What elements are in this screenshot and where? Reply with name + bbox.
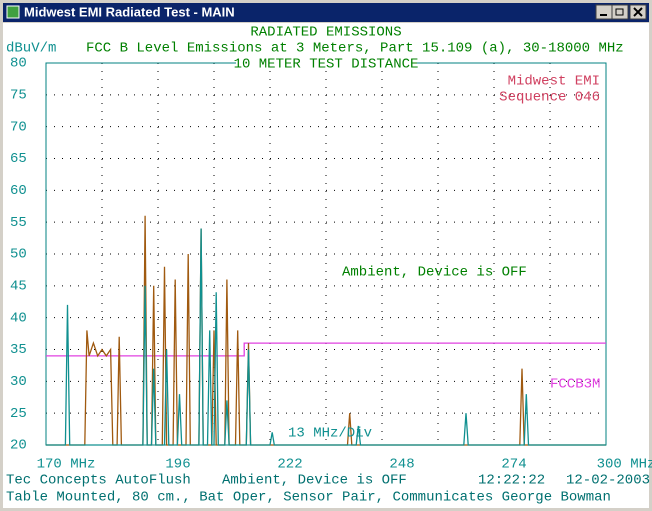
x-tick-label: 248 <box>389 457 414 473</box>
series-label: FCCB3M <box>550 377 600 393</box>
series-label: Ambient, Device is OFF <box>342 265 527 281</box>
x-tick-label: 196 <box>165 457 190 473</box>
app-icon <box>6 5 20 19</box>
annotation: Sequence 046 <box>499 90 600 106</box>
y-tick-label: 80 <box>10 56 27 72</box>
status-time: 12:22:22 <box>478 473 545 489</box>
status-text: Tec Concepts AutoFlush <box>6 473 191 489</box>
window-title: Midwest EMI Radiated Test - MAIN <box>24 4 235 19</box>
annotation-background <box>236 56 416 71</box>
close-icon <box>633 7 643 17</box>
y-axis-label: dBuV/m <box>6 41 56 57</box>
status-text: Table Mounted, 80 cm., Bat Oper, Sensor … <box>6 490 611 506</box>
y-tick-label: 65 <box>10 151 27 167</box>
y-tick-label: 20 <box>10 438 27 454</box>
y-tick-label: 25 <box>10 406 27 422</box>
restore-button[interactable] <box>611 4 629 20</box>
trace <box>46 342 606 357</box>
x-tick-label: 222 <box>277 457 302 473</box>
y-tick-label: 75 <box>10 88 27 104</box>
y-tick-label: 35 <box>10 342 27 358</box>
y-tick-label: 55 <box>10 215 27 231</box>
x-tick-label: 170 MHz <box>37 457 96 473</box>
chart-title: RADIATED EMISSIONS <box>250 25 401 41</box>
trace <box>46 228 606 446</box>
x-tick-label: 274 <box>501 457 526 473</box>
series-label: 13 MHz/Div <box>288 426 372 442</box>
annotation: Midwest EMI <box>508 74 600 90</box>
chart-subtitle: FCC B Level Emissions at 3 Meters, Part … <box>86 41 624 57</box>
y-tick-label: 60 <box>10 183 27 199</box>
restore-icon <box>615 8 624 16</box>
status-date: 12-02-2003 <box>566 473 650 489</box>
x-tick-label: 300 MHz <box>597 457 652 473</box>
y-tick-label: 30 <box>10 374 27 390</box>
status-text: Ambient, Device is OFF <box>222 473 407 489</box>
annotation: 10 METER TEST DISTANCE <box>234 57 419 73</box>
y-tick-label: 45 <box>10 279 27 295</box>
title-bar <box>3 3 649 22</box>
y-tick-label: 50 <box>10 247 27 263</box>
y-tick-label: 40 <box>10 310 27 326</box>
minimize-button[interactable] <box>595 4 613 20</box>
plot: 20 25 30 35 40 45 50 55 60 65 70 75 80 170 MHz 196 222 2… <box>10 56 652 473</box>
y-tick-label: 70 <box>10 119 27 135</box>
